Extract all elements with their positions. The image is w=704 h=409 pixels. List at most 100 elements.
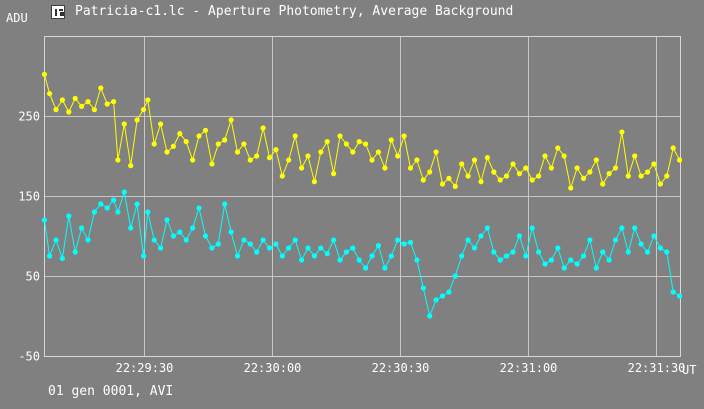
data-point xyxy=(574,261,580,267)
data-point xyxy=(318,149,324,155)
data-point xyxy=(619,225,625,231)
data-point xyxy=(555,145,561,151)
data-point xyxy=(343,141,349,147)
data-point xyxy=(151,141,157,147)
data-point xyxy=(625,173,631,179)
data-point xyxy=(356,257,362,263)
data-point xyxy=(134,117,140,123)
data-point xyxy=(228,229,234,235)
data-point xyxy=(433,149,439,155)
data-point xyxy=(638,173,644,179)
data-point xyxy=(91,209,97,215)
data-point xyxy=(529,177,535,183)
data-point xyxy=(266,245,273,251)
data-point xyxy=(170,233,176,239)
data-point xyxy=(115,157,121,163)
data-point xyxy=(170,143,176,149)
data-point xyxy=(632,225,638,231)
series-0 xyxy=(41,71,683,191)
data-point xyxy=(644,249,651,255)
data-point xyxy=(363,265,369,271)
data-point xyxy=(234,253,241,259)
data-point xyxy=(356,139,362,145)
data-point xyxy=(91,107,97,113)
series-1 xyxy=(41,189,683,319)
y-tick-label: 150 xyxy=(18,190,40,204)
data-point xyxy=(279,253,285,259)
data-point xyxy=(504,173,510,179)
data-point xyxy=(427,169,433,175)
data-point xyxy=(311,179,317,185)
data-point xyxy=(260,125,266,131)
data-point xyxy=(222,137,228,143)
data-point xyxy=(190,225,196,231)
data-point xyxy=(350,149,356,155)
data-point xyxy=(580,253,587,259)
data-point xyxy=(369,157,375,163)
data-point xyxy=(657,245,664,251)
data-point xyxy=(79,225,85,231)
data-point xyxy=(247,157,253,163)
data-point xyxy=(407,165,414,171)
data-point xyxy=(465,173,471,179)
data-point xyxy=(145,209,151,215)
data-point xyxy=(478,233,484,239)
data-point xyxy=(337,133,343,139)
data-point xyxy=(446,289,452,295)
data-point xyxy=(158,121,164,127)
data-point xyxy=(279,173,285,179)
data-point xyxy=(388,137,394,143)
data-point xyxy=(202,233,209,239)
data-point xyxy=(222,201,228,207)
data-point xyxy=(158,245,164,251)
data-point xyxy=(202,127,209,133)
y-tick-label: 250 xyxy=(18,110,40,124)
data-point xyxy=(420,177,426,183)
data-point xyxy=(484,155,490,161)
data-point xyxy=(465,237,471,243)
data-point xyxy=(651,233,657,239)
data-point xyxy=(140,253,147,259)
data-point xyxy=(420,285,426,291)
data-point xyxy=(98,201,104,207)
data-point xyxy=(414,257,420,263)
data-point xyxy=(555,245,561,251)
data-point xyxy=(677,157,683,163)
data-point xyxy=(638,241,644,247)
data-point xyxy=(299,165,305,171)
data-point xyxy=(128,163,134,169)
data-point xyxy=(593,265,599,271)
data-point xyxy=(529,225,535,231)
data-point xyxy=(266,155,273,161)
data-point xyxy=(337,257,343,263)
data-point xyxy=(536,249,542,255)
data-point xyxy=(115,209,121,215)
data-point xyxy=(164,149,170,155)
data-point xyxy=(568,185,574,191)
data-point xyxy=(510,161,516,167)
data-point xyxy=(574,165,580,171)
data-point xyxy=(382,165,388,171)
x-tick-label: 22:30:30 xyxy=(372,361,430,375)
data-point xyxy=(104,101,110,107)
data-point xyxy=(241,237,247,243)
data-point xyxy=(414,157,420,163)
data-point xyxy=(299,257,305,263)
data-point xyxy=(305,153,311,159)
data-point xyxy=(612,237,619,243)
data-point xyxy=(331,171,337,177)
data-point xyxy=(98,85,104,91)
data-point xyxy=(644,169,651,175)
data-point xyxy=(66,213,72,219)
data-point xyxy=(104,205,110,211)
data-point xyxy=(41,217,48,223)
data-point xyxy=(491,169,497,175)
chart-window-icon[interactable] xyxy=(51,5,65,19)
data-point xyxy=(612,165,619,171)
data-point xyxy=(651,161,657,167)
data-point xyxy=(548,257,555,263)
data-point xyxy=(241,141,247,147)
data-point xyxy=(134,201,140,207)
data-point xyxy=(382,265,388,271)
data-point xyxy=(53,107,59,113)
